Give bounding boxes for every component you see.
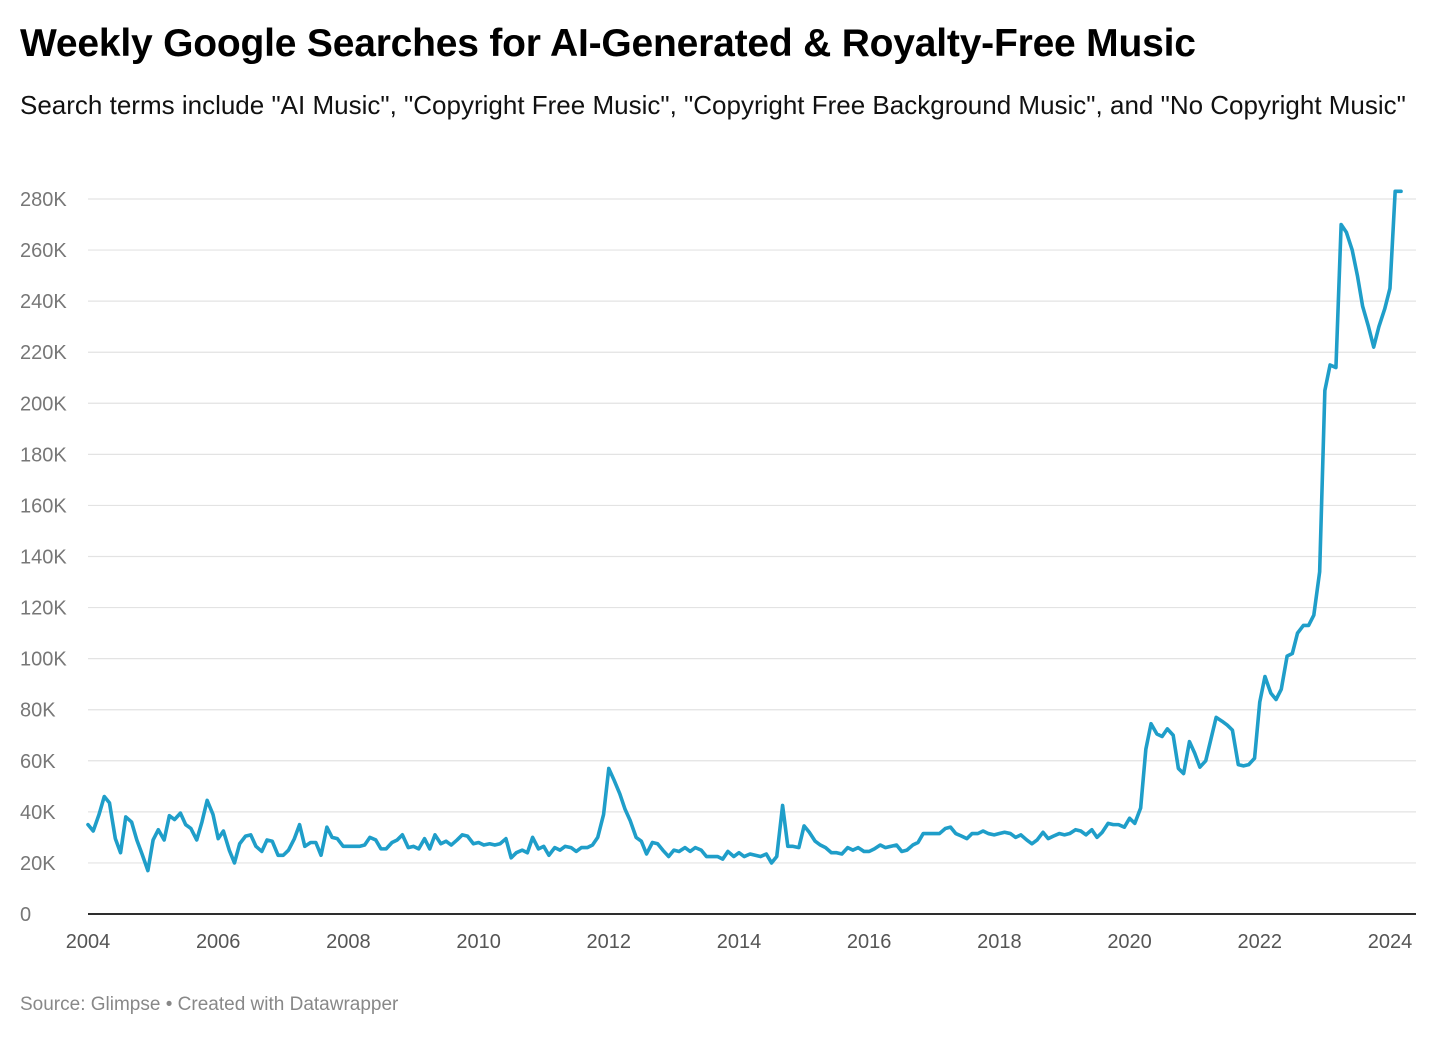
x-tick-label: 2012 <box>587 931 632 953</box>
y-tick-label: 60K <box>20 751 56 773</box>
x-tick-label: 2018 <box>977 931 1022 953</box>
y-tick-label: 160K <box>20 495 67 517</box>
x-tick-label: 2004 <box>66 931 111 953</box>
x-tick-label: 2016 <box>847 931 892 953</box>
y-tick-label: 0 <box>20 904 31 926</box>
y-tick-label: 260K <box>20 240 67 262</box>
y-tick-label: 280K <box>20 189 67 211</box>
x-tick-label: 2020 <box>1107 931 1152 953</box>
y-tick-label: 200K <box>20 393 67 415</box>
y-tick-label: 220K <box>20 342 67 364</box>
y-tick-label: 180K <box>20 444 67 466</box>
y-tick-label: 100K <box>20 649 67 671</box>
y-axis-labels: 0 20K 40K 60K 80K 100K 120K 140K 160K 180K 200K 220… <box>20 189 67 926</box>
x-tick-label: 2024 <box>1368 931 1413 953</box>
x-tick-label: 2010 <box>456 931 501 953</box>
x-tick-label: 2008 <box>326 931 371 953</box>
y-tick-label: 140K <box>20 547 67 569</box>
footer-separator: • <box>160 994 178 1015</box>
chart-title: Weekly Google Searches for AI-Generated … <box>20 22 1196 65</box>
y-tick-label: 80K <box>20 700 56 722</box>
source-note: Source: Glimpse <box>20 994 161 1015</box>
y-tick-label: 40K <box>20 802 56 824</box>
chart-subtitle: Search terms include "AI Music", "Copyri… <box>20 90 1406 120</box>
x-tick-label: 2014 <box>717 931 762 953</box>
series-line-weekly-searches <box>86 189 1403 873</box>
y-tick-label: 20K <box>20 853 56 875</box>
x-tick-label: 2022 <box>1238 931 1283 953</box>
footer: Source: Glimpse • Created with Datawrapp… <box>20 994 398 1016</box>
credit-note: Created with Datawrapper <box>177 994 399 1015</box>
y-tick-label: 120K <box>20 598 67 620</box>
x-axis-labels: 2004 2006 2008 2010 2012 2014 2016 2018 2020 2022… <box>66 931 1412 953</box>
y-tick-label: 240K <box>20 291 67 313</box>
x-tick-label: 2006 <box>196 931 241 953</box>
gridlines <box>88 198 1416 864</box>
